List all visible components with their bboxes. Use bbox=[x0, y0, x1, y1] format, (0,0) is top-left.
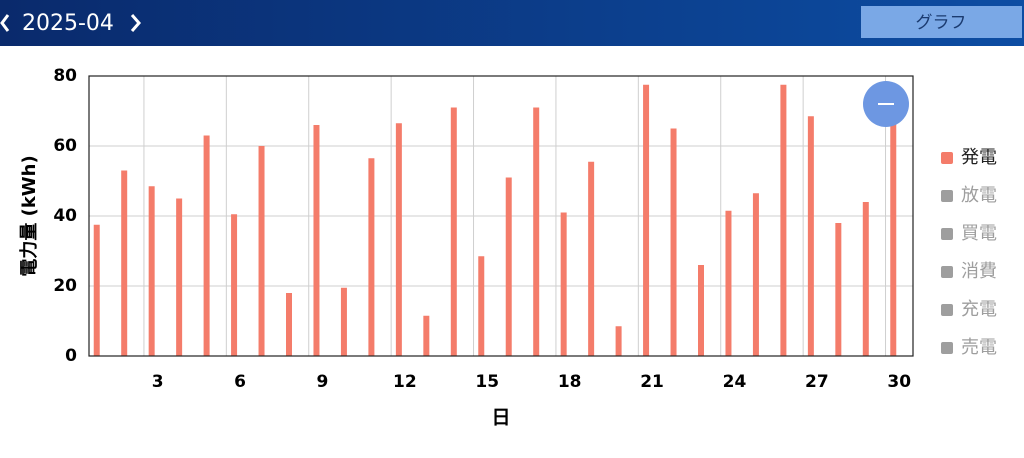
y-tick-label: 20 bbox=[53, 276, 77, 296]
legend-label: 売電 bbox=[961, 337, 997, 358]
legend-swatch bbox=[941, 190, 953, 202]
bar bbox=[807, 116, 814, 356]
y-tick-label: 80 bbox=[53, 66, 77, 86]
plot-frame bbox=[88, 75, 914, 357]
graph-button-label: グラフ bbox=[916, 13, 967, 33]
bar bbox=[286, 293, 292, 356]
x-tick-label: 12 bbox=[393, 372, 417, 392]
x-tick-label: 21 bbox=[640, 372, 664, 392]
bar bbox=[560, 212, 567, 356]
legend-swatch bbox=[941, 152, 953, 164]
bar bbox=[615, 326, 622, 356]
legend-swatch bbox=[941, 228, 953, 240]
next-month[interactable] bbox=[130, 14, 141, 32]
x-tick-label: 3 bbox=[152, 372, 164, 392]
bar bbox=[780, 84, 787, 356]
bar bbox=[670, 128, 677, 356]
bar bbox=[588, 161, 595, 356]
x-tick-label: 30 bbox=[887, 372, 911, 392]
x-tick-label: 9 bbox=[317, 372, 329, 392]
chart: 0 20 40 60 80 3 6 9 12 15 18 21 24 27 30 bbox=[53, 66, 914, 392]
bar bbox=[313, 125, 320, 356]
month-label: 2025-04 bbox=[22, 11, 114, 36]
bar bbox=[93, 224, 100, 356]
y-tick-label: 0 bbox=[65, 346, 77, 366]
x-tick-label: 18 bbox=[558, 372, 582, 392]
bar bbox=[862, 202, 869, 356]
bar bbox=[340, 287, 347, 356]
prev-month[interactable] bbox=[0, 14, 10, 32]
bar bbox=[148, 186, 155, 356]
bar bbox=[752, 193, 759, 356]
y-tick-label: 40 bbox=[53, 206, 77, 226]
bar bbox=[423, 315, 430, 356]
legend-label: 買電 bbox=[961, 223, 997, 244]
bar bbox=[890, 111, 897, 356]
bar bbox=[176, 198, 183, 356]
bar bbox=[643, 84, 650, 356]
bar bbox=[835, 223, 842, 356]
legend-label: 放電 bbox=[961, 185, 997, 206]
x-axis-label: 日 bbox=[491, 407, 510, 429]
legend-label: 発電 bbox=[961, 147, 997, 168]
bar bbox=[698, 265, 704, 356]
x-tick-label: 27 bbox=[805, 372, 829, 392]
bar bbox=[505, 177, 512, 356]
bar bbox=[450, 107, 457, 356]
header-bar bbox=[0, 0, 1024, 46]
x-tick-label: 6 bbox=[234, 372, 246, 392]
x-tick-label: 24 bbox=[723, 372, 747, 392]
y-axis-label: 電力量 (kWh) bbox=[18, 155, 40, 276]
bar bbox=[533, 107, 540, 356]
legend-swatch bbox=[941, 342, 953, 354]
bar bbox=[121, 170, 128, 356]
x-tick-label: 15 bbox=[475, 372, 499, 392]
legend-swatch bbox=[941, 304, 953, 316]
bar bbox=[725, 210, 732, 356]
bar bbox=[258, 146, 265, 356]
legend-label: 充電 bbox=[961, 299, 997, 320]
bar bbox=[478, 256, 485, 356]
graph-button[interactable] bbox=[861, 6, 1022, 38]
bar bbox=[231, 214, 238, 356]
legend-label: 消費 bbox=[961, 261, 997, 282]
bar bbox=[203, 135, 210, 356]
bar bbox=[395, 123, 402, 356]
y-tick-label: 60 bbox=[53, 136, 77, 156]
bar bbox=[368, 158, 375, 356]
legend-swatch bbox=[941, 266, 953, 278]
